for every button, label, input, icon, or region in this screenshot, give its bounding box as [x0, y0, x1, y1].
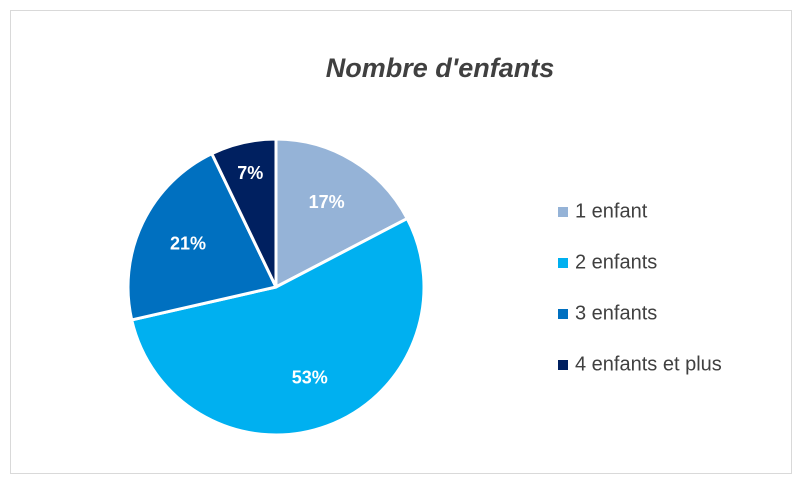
- pie-slice: [210, 137, 278, 289]
- legend-swatch: [558, 258, 568, 268]
- legend-label: 4 enfants et plus: [575, 353, 722, 375]
- legend-swatch: [558, 207, 568, 217]
- legend-swatch: [558, 360, 568, 370]
- data-label: 21%: [170, 233, 206, 253]
- chart-title: Nombre d'enfants: [326, 53, 554, 83]
- pie-slice: [274, 137, 409, 289]
- data-label: 17%: [309, 192, 345, 212]
- pie-slice: [126, 152, 278, 322]
- data-label: 7%: [237, 163, 263, 183]
- legend-label: 1 enfant: [575, 200, 648, 222]
- legend-swatch: [558, 309, 568, 319]
- legend-label: 3 enfants: [575, 302, 657, 324]
- legend-label: 2 enfants: [575, 251, 657, 273]
- pie-slice: [130, 217, 426, 437]
- data-label: 53%: [292, 367, 328, 387]
